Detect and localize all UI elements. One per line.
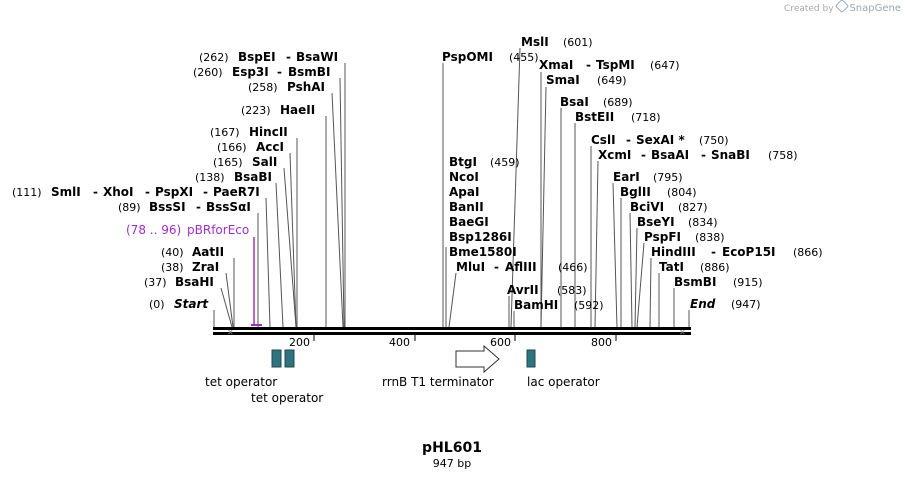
site-label-btgi[interactable]: BtgI (459) (449, 151, 520, 170)
site-label-aatii[interactable]: (40) AatII (161, 241, 224, 260)
scale-ticks: 200 400 600 800 (289, 335, 617, 349)
site-label-pshai[interactable]: (258) PshAI (248, 76, 325, 95)
site-label-banii[interactable]: BanII (449, 200, 484, 214)
site-label-acci[interactable]: (166) AccI (217, 136, 284, 155)
leader-xcmi (594, 160, 599, 328)
site-label-hindiii[interactable]: HindIII - EcoP15I (866) (651, 241, 823, 260)
site-label-smli[interactable]: (111) SmlI - XhoI - PspXI - PaeR7I (12, 181, 260, 200)
site-label-esp3i[interactable]: (260) Esp3I - BsmBI (193, 61, 330, 80)
site-label-start[interactable]: (0) Start (149, 293, 209, 312)
backbone-right-break-mark: ✕ (679, 328, 686, 337)
site-label-hincii[interactable]: (167) HincII (210, 121, 288, 140)
primer-name: pBRforEco (187, 223, 249, 237)
leader-eari (612, 182, 618, 328)
backbone-strand-bottom (213, 332, 691, 335)
site-label-smai[interactable]: SmaI (649) (546, 69, 627, 88)
site-label-bsmbi-end[interactable]: BsmBI (915) (674, 271, 763, 290)
site-label-bsahi[interactable]: (37) BsaHI (144, 271, 214, 290)
feature-label-tet-operator-1: tet operator (205, 375, 277, 389)
site-label-bsp1286i[interactable]: Bsp1286I (449, 230, 512, 244)
site-leader-lines (213, 47, 690, 328)
backbone-left-break-mark: ✕ (227, 328, 234, 337)
feature-tet-operator-1[interactable] (271, 349, 282, 368)
feature-label-rrnb-t1-terminator: rrnB T1 terminator (382, 375, 494, 389)
leader-smli (265, 197, 271, 328)
site-label-end[interactable]: End (947) (690, 293, 761, 312)
tick-label-800: 800 (591, 336, 612, 349)
site-label-pspomi[interactable]: PspOMI (455) (442, 46, 539, 65)
site-label-bsai[interactable]: BsaI (689) (560, 91, 633, 110)
leader-esp3i (339, 77, 345, 328)
site-label-msli[interactable]: MslI (601) (521, 31, 593, 50)
site-label-bsteii[interactable]: BstEII (718) (575, 106, 661, 125)
site-label-bcivi[interactable]: BciVI (827) (630, 196, 708, 215)
site-label-bseyi[interactable]: BseYI (834) (637, 211, 718, 230)
tick-label-400: 400 (389, 336, 410, 349)
plasmid-length: 947 bp (433, 457, 471, 470)
snapgene-credit: Created by SnapGene (784, 0, 901, 14)
site-label-xcmi[interactable]: XcmI - BsaAI - SnaBI (758) (598, 144, 798, 163)
credit-prefix: Created by (784, 4, 834, 14)
site-label-csli[interactable]: CslI - SexAI * (750) (591, 129, 729, 148)
site-labels-left: (262) BspEI - BsaWI (260) Esp3I - BsmBI … (12, 46, 338, 312)
leader-bseyi (634, 227, 638, 328)
feature-rrnb-t1-terminator[interactable] (455, 344, 500, 374)
site-label-bsabi[interactable]: (138) BsaBI (195, 166, 272, 185)
leader-bsahi (220, 287, 233, 328)
features-track: tet operator tet operator rrnB T1 termin… (205, 344, 600, 405)
site-label-apai[interactable]: ApaI (449, 185, 479, 199)
leader-smai (540, 86, 547, 328)
feature-tet-operator-2[interactable] (284, 349, 295, 368)
leader-msli (510, 47, 521, 328)
dna-backbone: ✕ ✕ (213, 327, 691, 337)
leader-hindiii (649, 257, 652, 328)
tick-label-200: 200 (289, 336, 310, 349)
primer-range: (78 .. 96) (126, 223, 181, 237)
leader-acci (289, 152, 297, 328)
site-label-avrii[interactable]: AvrII (583) (507, 279, 587, 298)
site-label-xmai[interactable]: XmaI - TspMI (647) (539, 54, 680, 73)
leader-bsabi (275, 182, 284, 328)
site-label-sali[interactable]: (165) SalI (213, 151, 277, 170)
site-label-bsssi[interactable]: (89) BssSI - BssSαI (118, 196, 251, 215)
site-label-ncoi[interactable]: NcoI (449, 170, 479, 184)
feature-label-lac-operator: lac operator (527, 375, 600, 389)
leader-bcivi (629, 212, 633, 328)
credit-brand: SnapGene (849, 3, 901, 14)
leader-pspfi (636, 242, 645, 328)
leader-sali (283, 167, 297, 328)
site-label-bamhi[interactable]: BamHI (592) (514, 294, 604, 313)
site-labels-right: PspOMI (455) MslI (601) XmaI - TspMI (64… (442, 31, 823, 313)
feature-label-tet-operator-2: tet operator (251, 391, 323, 405)
leader-zrai (225, 272, 234, 328)
site-label-baegi[interactable]: BaeGI (449, 215, 489, 229)
site-label-eari[interactable]: EarI (795) (613, 166, 683, 185)
site-label-mlui[interactable]: MluI - AflIII (466) (456, 256, 588, 275)
site-label-haeii[interactable]: (223) HaeII (241, 99, 315, 118)
plasmid-name: pHL601 (422, 440, 482, 456)
feature-lac-operator[interactable] (526, 349, 536, 368)
site-label-bme1580i[interactable]: Bme1580I (449, 245, 517, 259)
site-label-zrai[interactable]: (38) ZraI (161, 256, 219, 275)
site-label-bglii[interactable]: BglII (804) (620, 181, 697, 200)
site-label-pspfi[interactable]: PspFI (838) (644, 226, 725, 245)
backbone-strand-top (213, 327, 691, 330)
leader-pshai (331, 92, 344, 328)
leader-mlui (448, 272, 457, 328)
site-label-bspei[interactable]: (262) BspEI - BsaWI (199, 46, 338, 65)
primer-pbrforeco[interactable]: (78 .. 96) pBRforEco (126, 223, 262, 326)
tick-label-600: 600 (490, 336, 511, 349)
site-label-tati[interactable]: TatI (886) (659, 256, 730, 275)
